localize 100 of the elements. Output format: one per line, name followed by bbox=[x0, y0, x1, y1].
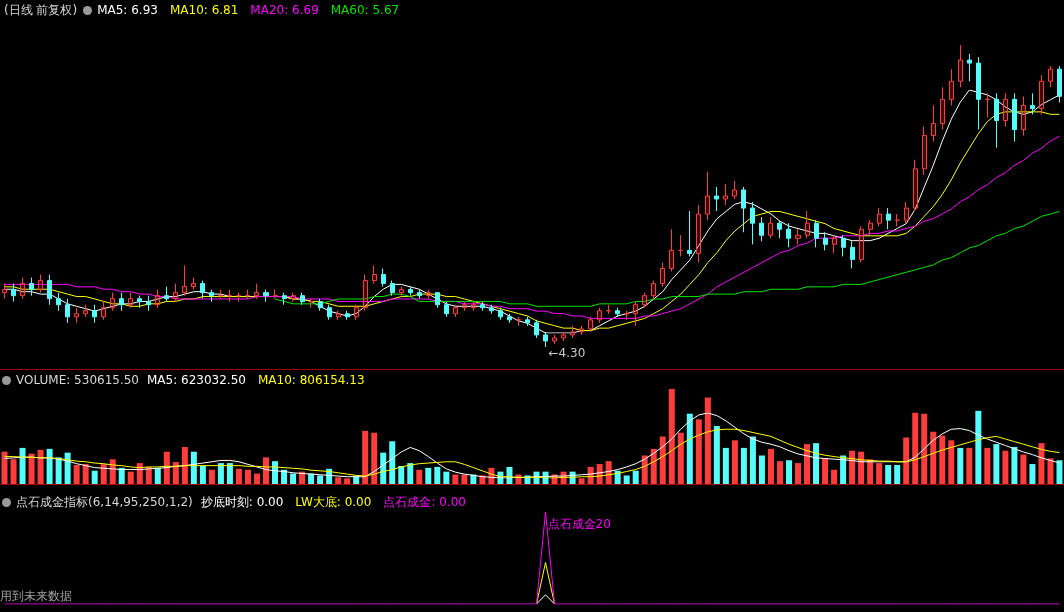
candlestick bbox=[723, 183, 728, 206]
candlestick bbox=[832, 234, 837, 254]
text: LW大底: 0.00 bbox=[295, 495, 372, 509]
bar bbox=[767, 448, 774, 484]
candlestick bbox=[1030, 92, 1035, 115]
chart-title: VOLUME: 530615.50 bbox=[16, 373, 139, 387]
candlestick bbox=[561, 331, 566, 342]
candlestick bbox=[534, 319, 539, 339]
bar bbox=[749, 436, 756, 484]
candlestick bbox=[480, 301, 485, 312]
candlestick bbox=[850, 240, 855, 269]
candlestick bbox=[263, 289, 269, 303]
candlestick bbox=[300, 292, 305, 306]
text: MA5: 6.93 bbox=[97, 3, 158, 17]
bar bbox=[82, 464, 89, 484]
candlestick bbox=[877, 207, 882, 227]
candlestick bbox=[777, 219, 782, 239]
candlestick bbox=[435, 292, 440, 309]
bar bbox=[686, 413, 693, 484]
candlestick bbox=[940, 86, 945, 131]
bar bbox=[984, 447, 991, 484]
candlestick bbox=[2, 283, 7, 300]
text: 点石成金: 0.00 bbox=[383, 495, 466, 509]
bar bbox=[867, 459, 874, 484]
candlestick bbox=[660, 261, 665, 288]
bar bbox=[181, 446, 188, 484]
candlestick bbox=[83, 304, 88, 318]
candlestick bbox=[327, 304, 332, 321]
annotation: 用到未来数据 bbox=[0, 589, 72, 603]
bar bbox=[434, 466, 441, 484]
bar bbox=[722, 447, 729, 484]
bar bbox=[1011, 446, 1018, 484]
candlestick bbox=[859, 225, 864, 263]
bar bbox=[136, 463, 143, 484]
bar bbox=[785, 460, 792, 484]
bar bbox=[930, 431, 937, 484]
bar bbox=[713, 426, 720, 484]
text: MA10: 806154.13 bbox=[257, 373, 365, 387]
candlestick bbox=[137, 295, 142, 309]
candlestick bbox=[1012, 92, 1017, 143]
bar bbox=[226, 463, 233, 484]
bar bbox=[317, 475, 324, 484]
bar bbox=[10, 459, 17, 484]
candlestick bbox=[543, 331, 548, 348]
candlestick bbox=[994, 92, 999, 149]
bar bbox=[912, 412, 919, 484]
bar bbox=[91, 470, 98, 484]
candlestick bbox=[209, 289, 214, 303]
bar bbox=[921, 413, 928, 484]
candlestick bbox=[958, 44, 963, 88]
bar bbox=[776, 461, 783, 484]
candlestick bbox=[841, 234, 846, 257]
candlestick bbox=[597, 307, 602, 324]
bar bbox=[731, 440, 738, 484]
bar bbox=[371, 432, 378, 484]
bar bbox=[903, 437, 910, 484]
bar bbox=[1, 451, 8, 484]
candlestick bbox=[1039, 74, 1044, 115]
bar bbox=[1038, 443, 1045, 484]
bar bbox=[19, 447, 26, 484]
text: MA20: 6.69 bbox=[250, 3, 319, 17]
bar bbox=[1002, 450, 1009, 484]
candlestick bbox=[372, 264, 377, 285]
bar bbox=[993, 444, 1000, 484]
candlestick bbox=[552, 334, 557, 345]
bar bbox=[876, 463, 883, 484]
bar bbox=[154, 467, 161, 484]
candlestick bbox=[417, 289, 422, 300]
bar bbox=[1056, 460, 1063, 484]
bar bbox=[948, 440, 955, 484]
bar bbox=[416, 469, 423, 484]
bar bbox=[758, 455, 765, 484]
bar bbox=[623, 475, 630, 484]
bar bbox=[46, 448, 53, 484]
bar bbox=[677, 432, 684, 484]
chart-title: 点石成金指标(6,14,95,250,1,2) bbox=[16, 495, 193, 509]
candlestick bbox=[741, 186, 746, 233]
candlestick bbox=[976, 56, 981, 131]
bar bbox=[37, 449, 44, 484]
candlestick bbox=[390, 280, 395, 297]
bar bbox=[966, 447, 973, 484]
candlestick bbox=[931, 104, 936, 143]
candlestick bbox=[1057, 65, 1062, 103]
chart-title: (日线 前复权) bbox=[4, 3, 78, 17]
candlestick bbox=[408, 286, 413, 297]
text: MA5: 623032.50 bbox=[147, 373, 246, 387]
candlestick bbox=[489, 304, 494, 315]
candlestick bbox=[687, 210, 692, 257]
candlestick bbox=[453, 304, 458, 318]
bar bbox=[957, 447, 964, 484]
bar bbox=[190, 451, 197, 484]
candlestick bbox=[886, 207, 891, 230]
candlestick bbox=[922, 126, 927, 176]
bar bbox=[55, 457, 62, 484]
bar bbox=[939, 435, 946, 484]
candlestick bbox=[381, 267, 386, 288]
candlestick bbox=[913, 159, 918, 212]
candlestick bbox=[227, 289, 232, 303]
candlestick bbox=[651, 280, 656, 300]
candlestick bbox=[588, 316, 593, 333]
